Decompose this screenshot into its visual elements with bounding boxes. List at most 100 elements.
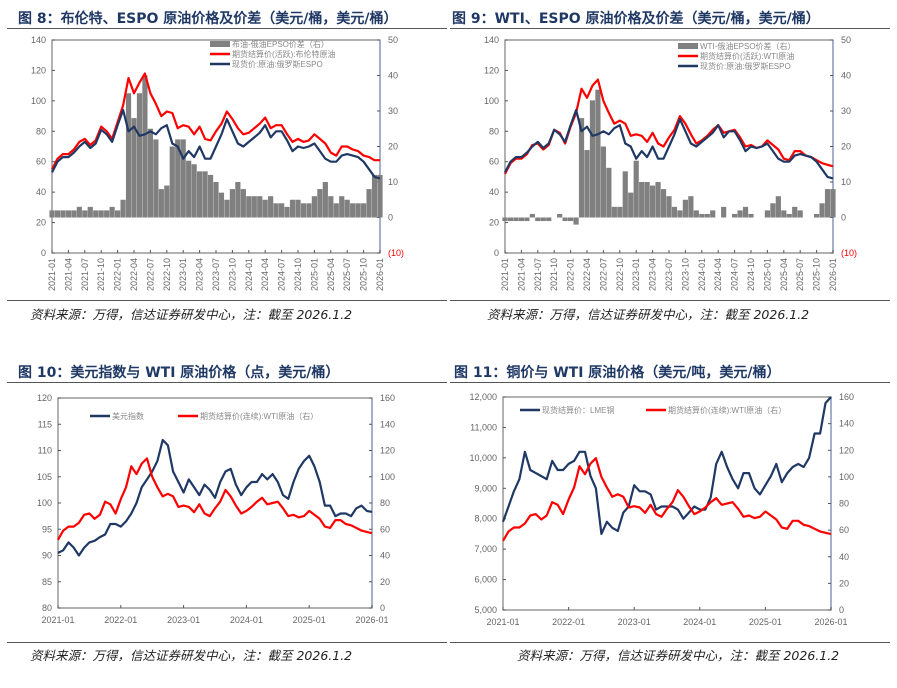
x-tick-label: 2021-04 (516, 258, 526, 291)
spread-bar (49, 210, 55, 218)
figure-8-source: 资料来源：万得，信达证券研发中心，注：截至 2026.1.2 (30, 307, 353, 322)
x-tick-label: 2023-10 (227, 258, 237, 291)
legend-label: 期货结算价(连续):WTI原油（右） (668, 405, 786, 415)
spread-bar (633, 160, 639, 218)
spread-bar (377, 174, 383, 218)
figure-9-source: 资料来源：万得，信达证券研发中心，注：截至 2026.1.2 (487, 307, 810, 322)
left-tick-label: 120 (484, 65, 499, 75)
figure-9-bottom-rule (450, 300, 890, 301)
spread-bar (732, 213, 738, 218)
left-tick-label: 20 (489, 218, 499, 228)
x-tick-label: 2021-07 (80, 258, 90, 291)
spread-bar (660, 189, 667, 218)
legend-label: 现货结算价：LME铜 (542, 405, 614, 415)
left-tick-label: 12,000 (469, 392, 497, 402)
spread-bar (300, 203, 307, 218)
x-tick-label: 2022-01 (552, 617, 585, 627)
spread-bar (742, 206, 749, 218)
right-tick-label: 100 (839, 472, 854, 482)
spread-bar (786, 213, 792, 218)
spread-bar (60, 210, 66, 218)
spread-bar (814, 213, 820, 218)
spread-bar (240, 189, 246, 218)
spread-bar (246, 196, 252, 218)
x-tick-label: 2024-07 (277, 258, 287, 291)
legend-label: 现货价:原油:俄罗斯ESPO (232, 59, 323, 69)
spread-bar (224, 199, 230, 218)
spread-bar (164, 185, 170, 218)
figure-8-bottom-rule (7, 300, 447, 301)
spread-bar (513, 217, 519, 222)
right-tick-label: 40 (388, 71, 398, 81)
x-tick-label: 2021-01 (41, 615, 74, 625)
x-tick-label: 2023-10 (680, 258, 690, 291)
figure-11-source: 资料来源：万得，信达证券研发中心，注：截至 2026.1.2 (517, 648, 840, 663)
right-tick-label: 20 (388, 142, 398, 152)
right-tick-label: 40 (839, 552, 849, 562)
spread-bar (617, 206, 623, 218)
spread-bar (93, 210, 99, 218)
left-tick-label: 60 (489, 157, 499, 167)
x-tick-label: 2022-10 (615, 258, 625, 291)
x-tick-label: 2023-04 (195, 258, 205, 291)
spread-bar (213, 182, 219, 218)
right-tick-label: 30 (388, 106, 398, 116)
x-tick-label: 2026-01 (814, 617, 847, 627)
figure-9-title: 图 9：WTI、ESPO 原油价格及价差（美元/桶，美元/桶） (452, 11, 820, 27)
spread-bar (704, 213, 710, 218)
x-tick-label: 2025-01 (293, 615, 326, 625)
left-tick-label: 120 (31, 65, 46, 75)
spread-bar (699, 213, 705, 218)
series-line-0 (501, 396, 832, 536)
spread-bar (268, 196, 274, 218)
spread-bar (284, 206, 290, 218)
spread-bar (677, 210, 683, 218)
left-tick-label: 9,000 (474, 483, 497, 493)
right-tick-label: 0 (380, 603, 385, 613)
spread-bar (235, 182, 241, 218)
spread-bar (273, 203, 279, 218)
right-tick-label: 10 (841, 177, 851, 187)
x-tick-label: 2021-10 (96, 258, 106, 291)
left-tick-label: 0 (41, 248, 46, 258)
figure-10-bottom-rule (7, 642, 447, 643)
spread-bar (366, 189, 372, 218)
x-tick-label: 2023-01 (631, 258, 641, 291)
left-tick-label: 120 (37, 393, 52, 403)
x-tick-label: 2021-01 (500, 258, 510, 291)
spread-bar (180, 139, 186, 218)
spread-bar (339, 196, 345, 218)
spread-bar (109, 206, 115, 218)
spread-bar (257, 196, 263, 218)
right-tick-label: 50 (841, 35, 851, 45)
x-tick-label: 2022-01 (104, 615, 137, 625)
spread-bar (120, 199, 126, 218)
spread-bar (595, 89, 601, 218)
spread-bar (142, 75, 148, 218)
x-tick-label: 2022-07 (145, 258, 155, 291)
right-tick-label: 60 (839, 525, 849, 535)
spread-bar (639, 182, 645, 218)
spread-bar (54, 210, 61, 218)
spread-bar (628, 192, 634, 218)
left-tick-label: 100 (37, 498, 52, 508)
spread-bar (202, 171, 208, 218)
x-tick-label: 2021-01 (47, 258, 57, 291)
figure-8-top-rule (7, 28, 447, 29)
spread-bar (622, 171, 628, 218)
right-tick-label: (10) (388, 248, 404, 258)
left-tick-label: 140 (484, 35, 499, 45)
spread-bar (295, 199, 301, 218)
spread-bar (76, 206, 82, 218)
spread-bar (115, 210, 121, 218)
series-line-1 (57, 457, 373, 541)
left-tick-label: 90 (42, 551, 52, 561)
spread-bar (328, 196, 334, 218)
left-tick-label: 8,000 (474, 514, 497, 524)
series-line-1 (502, 457, 832, 542)
spread-bar (311, 196, 317, 218)
spread-bar (535, 217, 541, 222)
legend-label: 美元指数 (112, 411, 144, 421)
spread-bar (764, 210, 770, 218)
